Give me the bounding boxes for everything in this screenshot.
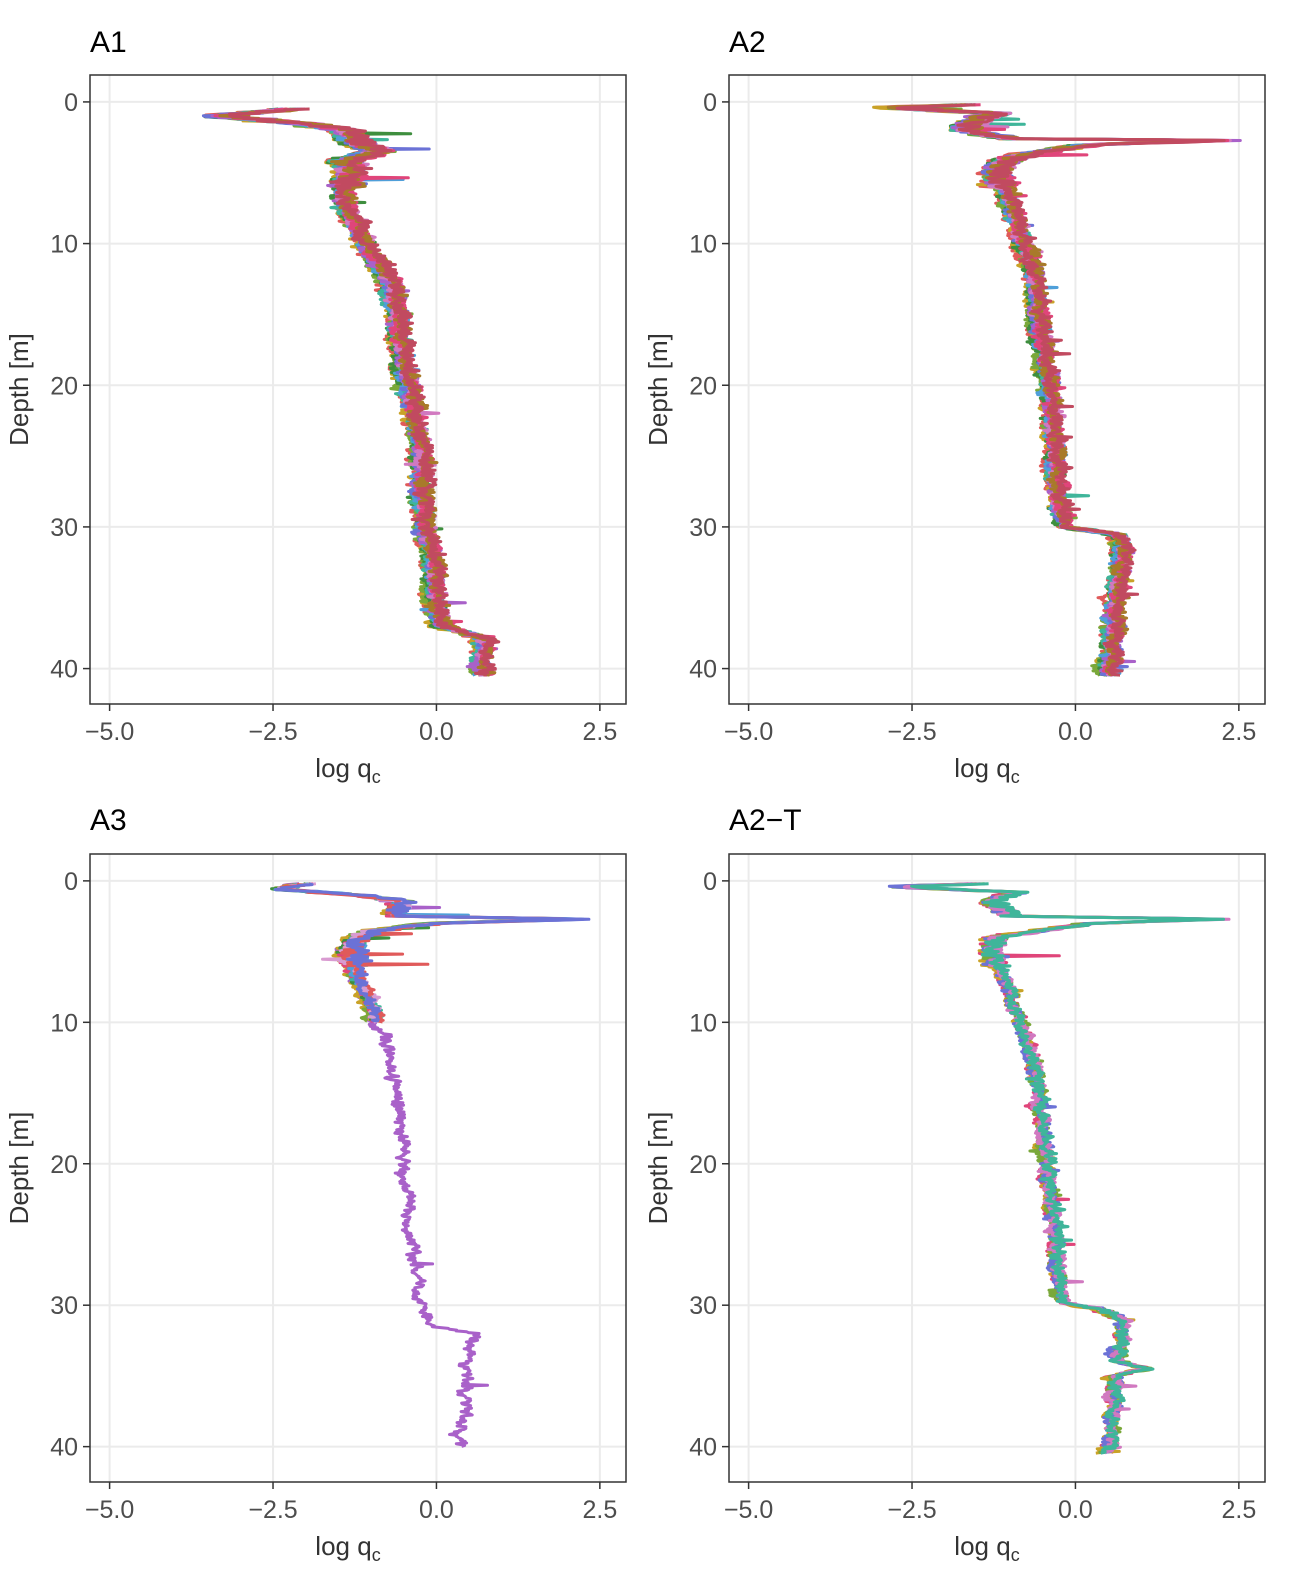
x-tick-label: −5.0	[724, 1496, 773, 1524]
y-tick-label: 30	[689, 514, 717, 542]
chart-panel: −5.0 −2.5 0.0 2.5 0 10 20 30 40 A2 log qc Depth [m]	[643, 26, 1266, 787]
y-tick-label: 30	[50, 514, 78, 542]
x-tick-label: 0.0	[1058, 718, 1093, 746]
y-axis-title: Depth [m]	[643, 333, 673, 446]
x-tick-label: −2.5	[248, 718, 297, 746]
y-tick-label: 10	[689, 1009, 717, 1037]
y-tick-label: 10	[689, 231, 717, 259]
x-axis-title: log qc	[315, 1531, 380, 1565]
y-tick-label: 20	[50, 1151, 78, 1179]
x-axis-title: log qc	[954, 1531, 1019, 1565]
y-tick-label: 30	[50, 1292, 78, 1320]
y-tick-label: 20	[689, 1151, 717, 1179]
y-tick-label: 40	[50, 1434, 78, 1462]
x-tick-label: −5.0	[85, 1496, 134, 1524]
y-tick-label: 20	[50, 372, 78, 400]
x-axis-title-subscript: c	[1011, 1545, 1020, 1565]
chart-panel: −5.0 −2.5 0.0 2.5 0 10 20 30 40 A3 log qc Depth [m]	[4, 804, 627, 1565]
x-tick-label: −5.0	[724, 718, 773, 746]
panel-border	[728, 74, 1266, 705]
x-axis-title-text: log q	[954, 1531, 1010, 1561]
x-tick-label: −2.5	[248, 1496, 297, 1524]
y-tick-label: 40	[50, 656, 78, 684]
x-tick-label: 2.5	[582, 718, 617, 746]
x-tick-label: 0.0	[419, 718, 454, 746]
x-axis-title-text: log q	[954, 753, 1010, 783]
y-tick-label: 30	[689, 1292, 717, 1320]
panel-title: A1	[90, 26, 127, 59]
y-tick-label: 0	[703, 868, 717, 896]
x-tick-label: 2.5	[582, 1496, 617, 1524]
panel-title: A2	[729, 26, 766, 59]
x-tick-label: 0.0	[1058, 1496, 1093, 1524]
x-tick-label: −2.5	[887, 718, 936, 746]
x-tick-label: 0.0	[419, 1496, 454, 1524]
y-tick-label: 40	[689, 656, 717, 684]
x-axis-title-text: log q	[315, 753, 371, 783]
y-axis-title: Depth [m]	[4, 333, 34, 446]
x-axis-title-subscript: c	[372, 1545, 381, 1565]
panel-border	[89, 74, 627, 705]
series-group	[872, 103, 1242, 677]
x-axis-title: log qc	[954, 753, 1019, 787]
y-tick-label: 10	[50, 231, 78, 259]
panel-title: A2−T	[729, 804, 802, 837]
y-tick-label: 0	[64, 868, 78, 896]
x-tick-label: −2.5	[887, 1496, 936, 1524]
panel-title: A3	[90, 804, 127, 837]
series-group	[270, 882, 591, 1448]
y-tick-label: 20	[689, 372, 717, 400]
series-line	[910, 882, 1225, 1455]
x-axis-title-subscript: c	[372, 767, 381, 787]
series-line	[274, 882, 591, 1023]
y-tick-label: 0	[64, 89, 78, 117]
y-tick-label: 10	[50, 1009, 78, 1037]
series-group	[887, 882, 1231, 1455]
x-axis-title: log qc	[315, 753, 380, 787]
y-axis-title: Depth [m]	[643, 1112, 673, 1225]
chart-panel: −5.0 −2.5 0.0 2.5 0 10 20 30 40 A2−T log qc Depth […	[643, 804, 1266, 1565]
panel-border	[89, 853, 627, 1483]
x-tick-label: 2.5	[1221, 718, 1256, 746]
y-axis-title: Depth [m]	[4, 1112, 34, 1225]
y-tick-label: 40	[689, 1434, 717, 1462]
chart-panel: −5.0 −2.5 0.0 2.5 0 10 20 30 40 A1 log qc Depth [m]	[4, 26, 627, 787]
x-tick-label: 2.5	[1221, 1496, 1256, 1524]
series-line	[227, 107, 501, 677]
x-tick-label: −5.0	[85, 718, 134, 746]
series-line	[895, 103, 1226, 677]
y-tick-label: 0	[703, 89, 717, 117]
panel-border	[728, 853, 1266, 1483]
x-axis-title-text: log q	[315, 1531, 371, 1561]
x-axis-title-subscript: c	[1011, 767, 1020, 787]
series-group	[201, 107, 501, 677]
